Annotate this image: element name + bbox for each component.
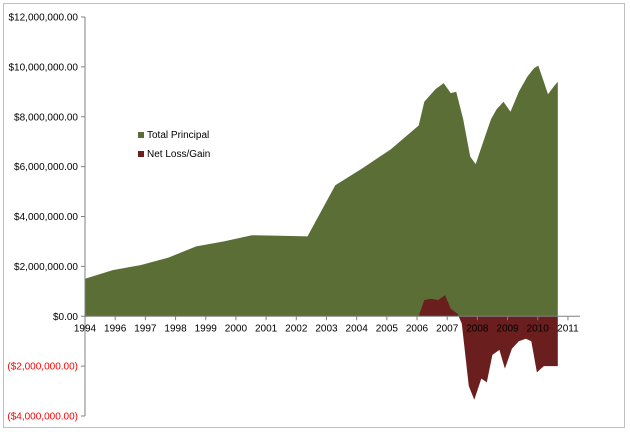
y-tick-label: $4,000,000.00 (14, 212, 78, 223)
x-tick-label: 2011 (557, 323, 579, 334)
series-areas (85, 65, 558, 400)
y-tick-labels: $12,000,000.00 $10,000,000.00 $8,000,000.0… (7, 13, 78, 423)
legend-label-net-loss-gain: Net Loss/Gain (147, 149, 210, 160)
x-tick-labels: 1994 1996 1997 1998 1999 2000 2001 2002 2003 2004… (74, 323, 579, 334)
x-tick-label: 2006 (406, 323, 429, 334)
x-tick-label: 2002 (285, 323, 308, 334)
area-series-net-loss-gain (418, 295, 558, 400)
y-tick-label: ($4,000,000.00) (7, 412, 78, 423)
y-tick-label: $12,000,000.00 (8, 13, 78, 24)
x-tick-label: 2007 (436, 323, 459, 334)
legend-label-total-principal: Total Principal (147, 130, 209, 141)
legend-swatch-net-loss-gain (138, 151, 144, 157)
x-tick-label: 1998 (164, 323, 187, 334)
y-tick-label: $8,000,000.00 (14, 112, 78, 123)
y-tick-label: $2,000,000.00 (14, 262, 78, 273)
x-tick-label: 2008 (466, 323, 489, 334)
legend: Total Principal Net Loss/Gain (138, 130, 210, 160)
y-tick-label: ($2,000,000.00) (7, 362, 78, 373)
x-tick-label: 2004 (346, 323, 369, 334)
x-tick-label: 1999 (195, 323, 218, 334)
axes (81, 16, 580, 417)
x-tick-label: 1994 (74, 323, 97, 334)
x-tick-label: 2000 (225, 323, 248, 334)
x-tick-label: 1997 (134, 323, 157, 334)
x-tick-label: 2010 (527, 323, 550, 334)
x-tick-label: 2003 (315, 323, 338, 334)
area-series-total-principal (85, 65, 558, 317)
x-tick-label: 1996 (104, 323, 127, 334)
x-tick-label: 2001 (255, 323, 278, 334)
x-tick-label: 2009 (496, 323, 519, 334)
y-tick-label: $0.00 (53, 312, 78, 323)
legend-swatch-total-principal (138, 132, 144, 138)
y-tick-label: $10,000,000.00 (8, 62, 78, 73)
y-tick-label: $6,000,000.00 (14, 162, 78, 173)
x-tick-label: 2005 (376, 323, 399, 334)
